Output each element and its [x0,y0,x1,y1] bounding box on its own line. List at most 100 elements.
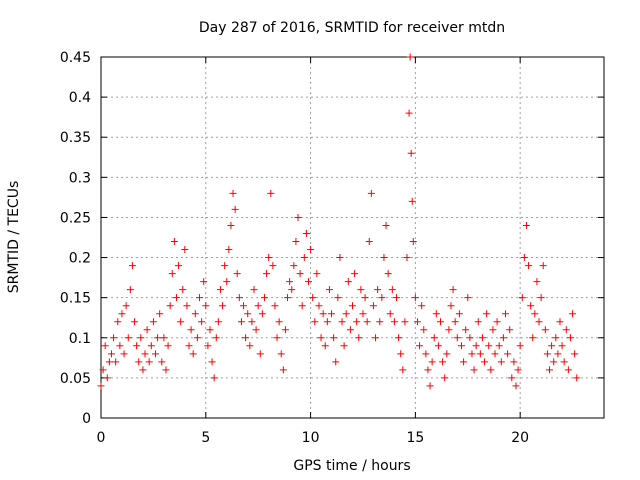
y-tick-label: 0.35 [60,130,91,146]
data-point [244,310,252,318]
data-point [497,358,505,366]
data-point [531,310,539,318]
data-point [302,229,310,237]
data-point [504,350,512,358]
data-point [185,342,193,350]
data-point [334,294,342,302]
data-point [279,366,287,374]
data-point [242,334,250,342]
data-point [447,302,455,310]
data-point [573,374,581,382]
data-point [160,334,168,342]
data-point [506,326,514,334]
data-point [271,302,279,310]
data-point [418,302,426,310]
data-point [520,254,528,262]
data-point [407,149,415,157]
data-point [476,350,484,358]
data-point [453,334,461,342]
data-point [474,318,482,326]
data-point [315,302,323,310]
data-point [265,254,273,262]
data-point [187,326,195,334]
data-point [191,310,199,318]
data-point [181,246,189,254]
data-point [351,270,359,278]
grid-lines [101,57,604,418]
data-point [193,334,201,342]
data-point [443,350,451,358]
data-point [112,358,120,366]
data-point [408,197,416,205]
data-point [214,318,222,326]
data-point [554,350,562,358]
data-point [495,342,503,350]
data-point [99,366,107,374]
data-point [564,366,572,374]
data-point [518,294,526,302]
data-point [359,310,367,318]
data-point [566,334,574,342]
data-point [131,318,139,326]
data-point [420,326,428,334]
data-point [428,358,436,366]
data-point [501,310,509,318]
data-point [464,294,472,302]
data-points [97,53,581,390]
data-point [487,366,495,374]
data-point [273,334,281,342]
data-point [569,310,577,318]
data-point [533,278,541,286]
data-point [558,342,566,350]
data-point [336,254,344,262]
data-point [227,221,235,229]
data-point [380,254,388,262]
data-point [139,366,147,374]
data-point [378,294,386,302]
data-point [405,109,413,117]
data-point [462,326,470,334]
data-point [451,318,459,326]
data-point [422,350,430,358]
data-point [571,350,579,358]
data-point [141,350,149,358]
data-point [219,302,227,310]
data-point [133,342,141,350]
data-point [365,238,373,246]
data-point [307,246,315,254]
data-point [281,326,289,334]
data-point [449,286,457,294]
data-point [367,189,375,197]
data-point [286,278,294,286]
x-tick-label: 0 [97,430,106,446]
data-point [223,278,231,286]
data-point [143,326,151,334]
y-tick-label: 0.05 [60,371,91,387]
chart-title: Day 287 of 2016, SRMTID for receiver mtd… [199,20,505,36]
data-point [349,302,356,310]
data-point [328,310,336,318]
data-point [284,294,292,302]
data-point [434,342,442,350]
data-point [200,278,208,286]
data-point [481,358,489,366]
data-point [493,318,501,326]
data-point [258,310,266,318]
data-point [548,342,556,350]
data-point [552,334,560,342]
data-point [118,310,126,318]
data-point [231,205,239,213]
data-point [445,326,453,334]
data-point [374,286,382,294]
data-point [361,294,369,302]
data-point [514,366,522,374]
data-point [202,302,210,310]
data-point [288,286,296,294]
data-point [483,310,491,318]
data-point [363,318,371,326]
data-point [256,350,264,358]
data-point [317,334,325,342]
data-point [522,221,530,229]
y-tick-label: 0.3 [69,170,91,186]
